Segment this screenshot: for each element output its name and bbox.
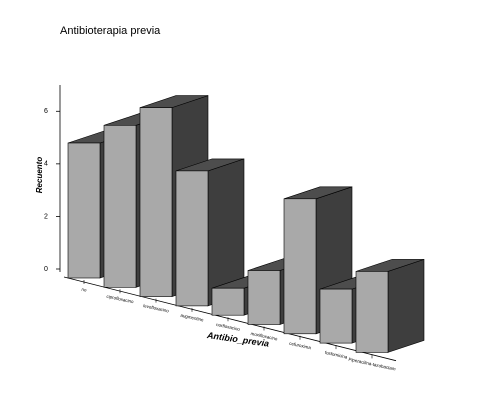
x-axis xyxy=(63,276,397,362)
chart-title: Antibioterapia previa xyxy=(60,25,161,37)
x-tick-label: ciprofloxacino xyxy=(106,294,134,305)
y-tick-label: 6 xyxy=(44,108,48,115)
bar-side xyxy=(387,258,425,353)
x-tick-label: moxifloxacino xyxy=(250,331,278,342)
bar xyxy=(103,125,137,288)
y-tick-label: 4 xyxy=(44,161,48,168)
bar xyxy=(247,270,281,325)
y-axis-label: Recuento xyxy=(35,157,44,194)
y-tick-label: 2 xyxy=(44,213,48,220)
x-tick-label: cefuroxima xyxy=(289,341,312,351)
bar xyxy=(355,271,389,353)
x-tick-label: augmentine xyxy=(180,313,205,323)
bar xyxy=(67,142,101,279)
y-tick-label: 0 xyxy=(44,266,48,273)
bar xyxy=(175,170,209,307)
x-tick-label: no xyxy=(81,287,87,293)
x-tick-label: levofloxacino xyxy=(143,303,170,313)
bar xyxy=(211,287,245,316)
x-tick-label: norfloxacino xyxy=(216,322,241,332)
bar xyxy=(139,107,173,297)
x-tick-label: fosfomicina xyxy=(324,350,348,360)
bar xyxy=(319,288,353,344)
bar xyxy=(283,198,317,335)
